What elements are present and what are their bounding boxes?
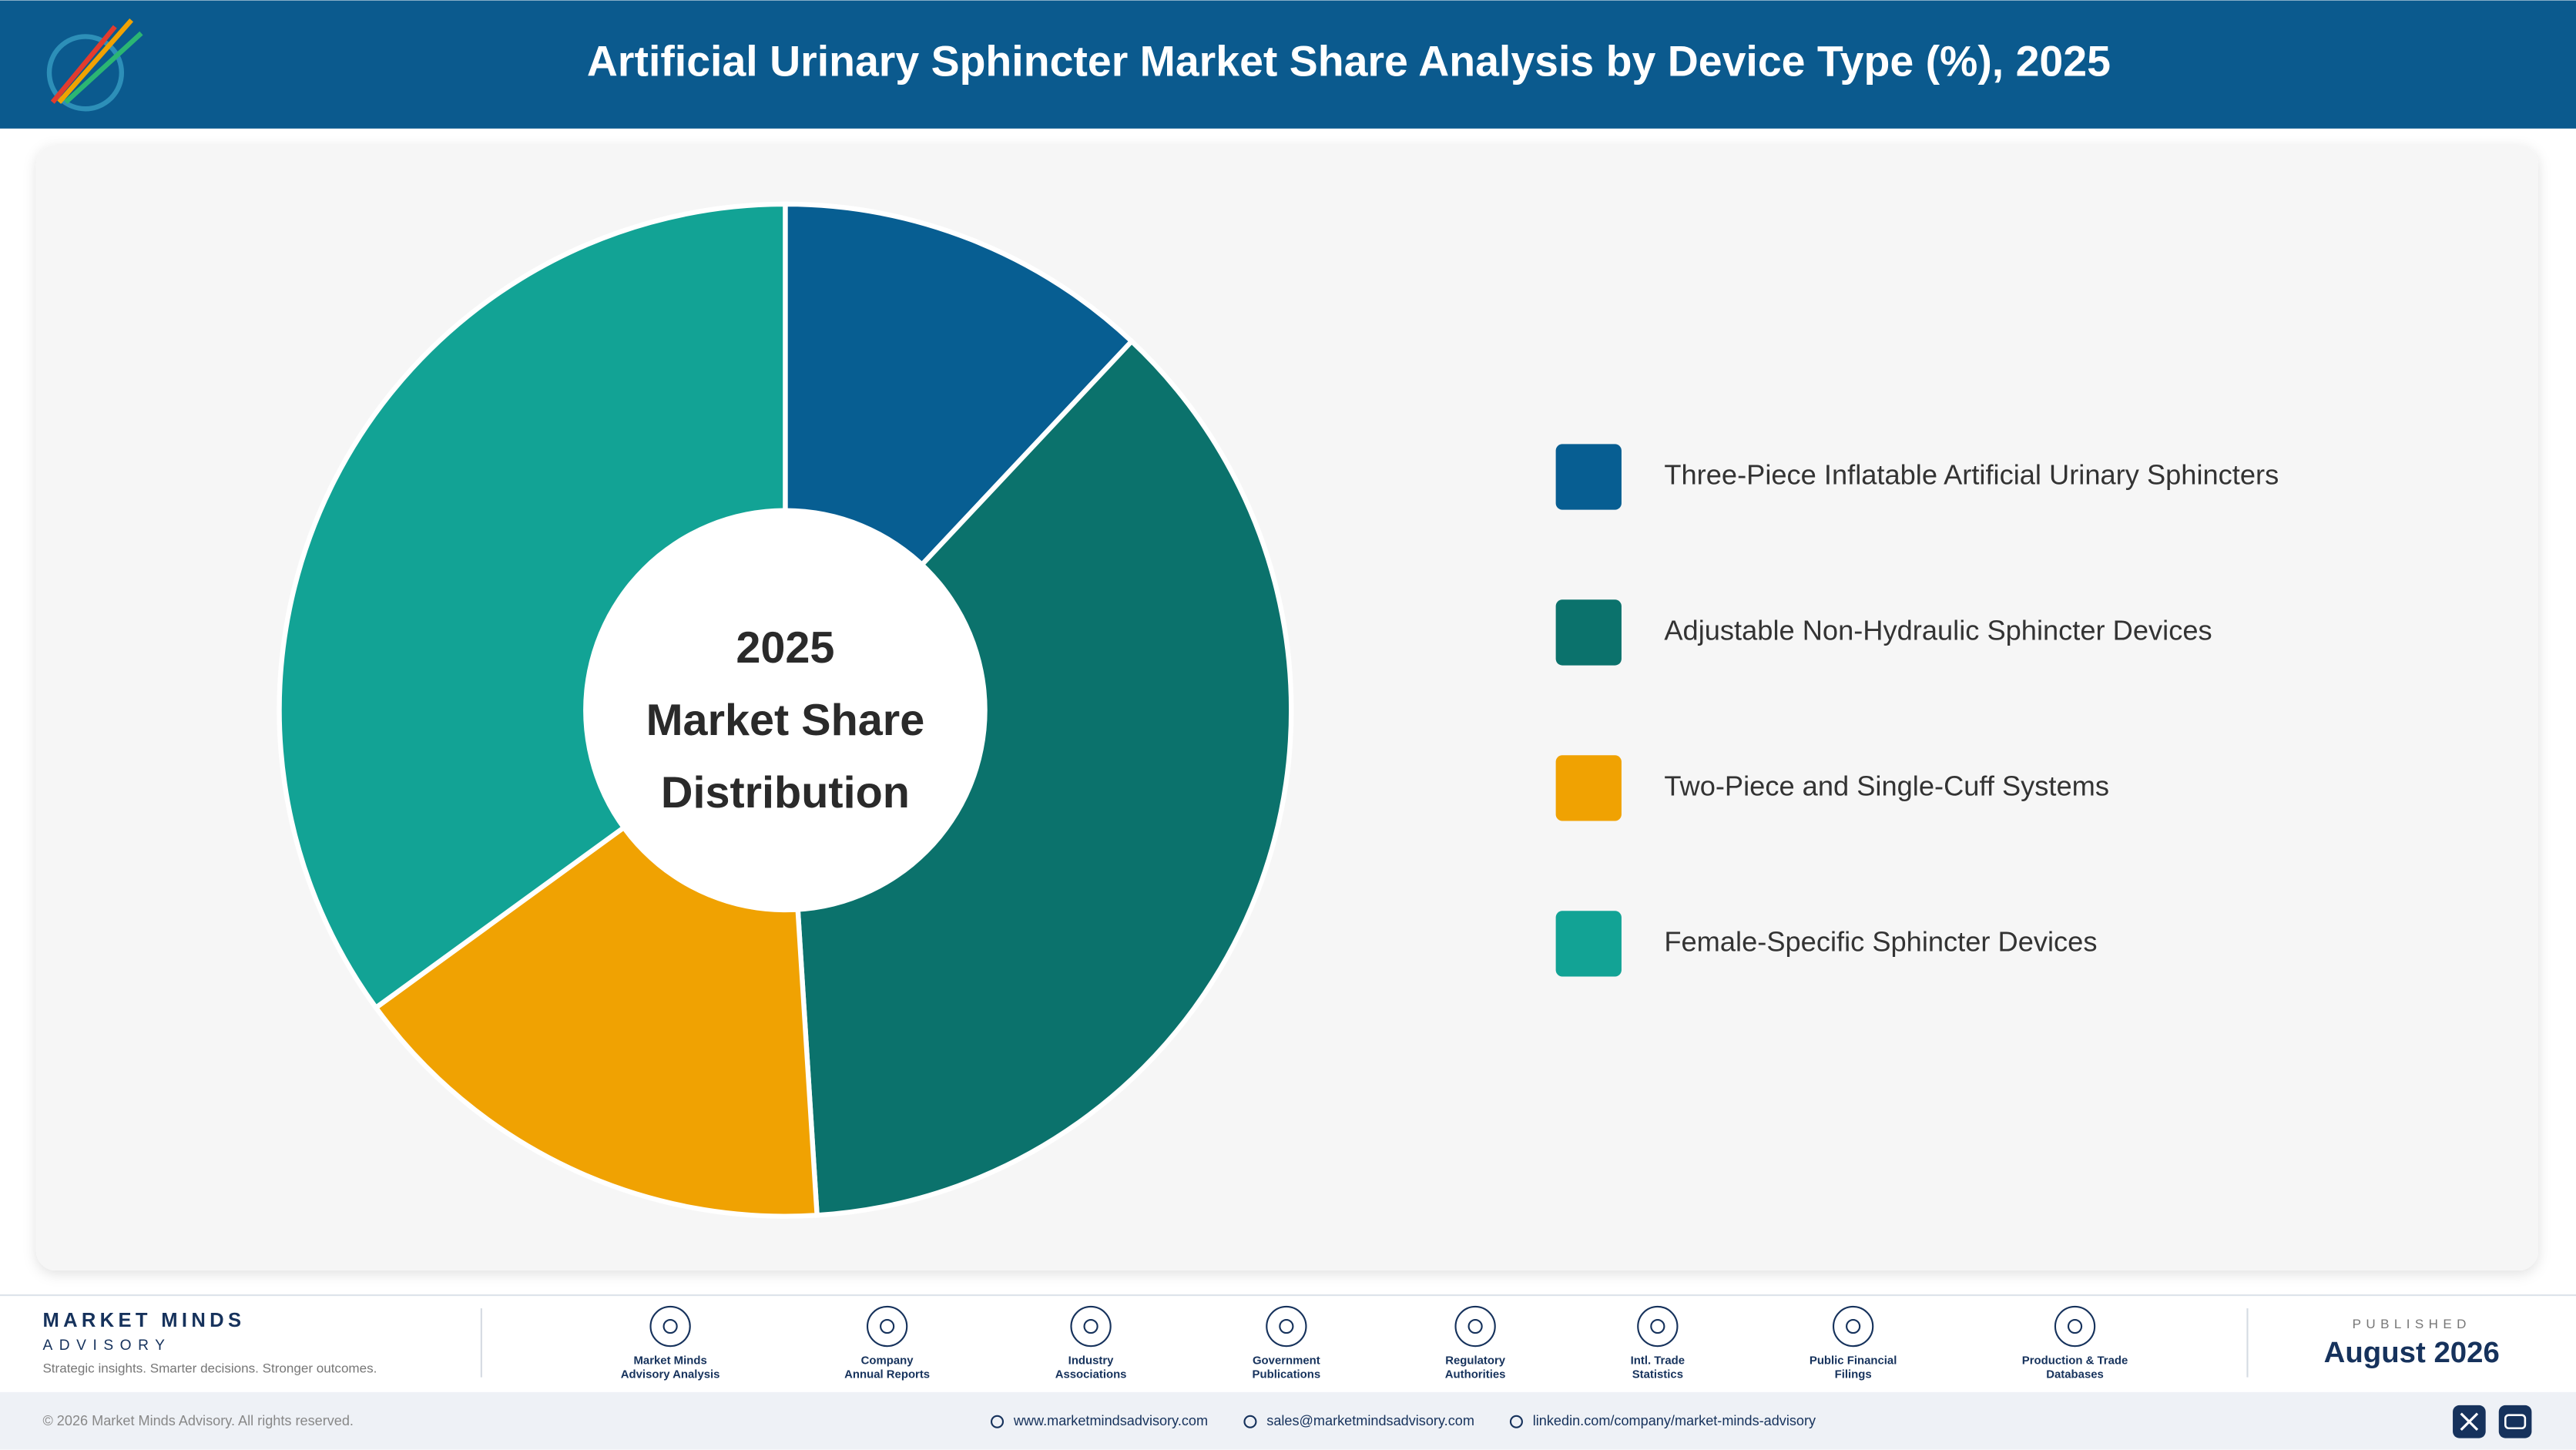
- published-date: August 2026: [2324, 1336, 2500, 1369]
- source-icon: [1637, 1305, 1679, 1348]
- center-label: 2025: [736, 623, 834, 673]
- legend-swatch: [1555, 444, 1622, 510]
- legend-label: Three-Piece Inflatable Artificial Urinar…: [1664, 459, 2279, 491]
- legend-swatch: [1555, 911, 1622, 977]
- legend-swatch: [1555, 599, 1622, 666]
- source-label: Publications: [1253, 1368, 1321, 1381]
- bottom-bar: [0, 1391, 2576, 1450]
- source-label: Regulatory: [1445, 1354, 1506, 1367]
- source-icon: [1454, 1305, 1496, 1348]
- source-icon: [2054, 1305, 2096, 1348]
- source-label: Intl. Trade: [1631, 1354, 1685, 1367]
- links: www.marketmindsadvisory.com sales@marketm…: [990, 1413, 1816, 1428]
- source-icon: [649, 1305, 691, 1348]
- source-icon: [1070, 1305, 1112, 1348]
- source-icon: [1832, 1305, 1874, 1348]
- header-bar: [0, 0, 2576, 129]
- source-label: Industry: [1068, 1354, 1115, 1367]
- legend-swatch: [1555, 755, 1622, 821]
- logo: [46, 18, 143, 112]
- source-label: Advisory Analysis: [621, 1368, 720, 1381]
- source-icon-glyph: [1279, 1318, 1294, 1334]
- source-label: Annual Reports: [844, 1368, 930, 1381]
- source-icon-glyph: [1846, 1318, 1861, 1334]
- source-icon-glyph: [2067, 1318, 2083, 1334]
- link-icon: [990, 1415, 1005, 1428]
- source-label: Government: [1253, 1354, 1320, 1367]
- copyright: © 2026 Market Minds Advisory. All rights…: [42, 1413, 354, 1428]
- source-label: Statistics: [1632, 1368, 1683, 1381]
- source-label: Market Minds: [633, 1354, 706, 1367]
- link[interactable]: linkedin.com/company/market-minds-adviso…: [1533, 1413, 1816, 1428]
- youtube-button[interactable]: [2498, 1405, 2532, 1438]
- center-label: Market Share: [646, 696, 925, 745]
- source-label: Authorities: [1445, 1368, 1506, 1381]
- source-label: Production & Trade: [2022, 1354, 2128, 1367]
- legend: Three-Piece Inflatable Artificial Urinar…: [1555, 444, 2279, 977]
- link[interactable]: www.marketmindsadvisory.com: [1013, 1413, 1208, 1428]
- legend-label: Adjustable Non-Hydraulic Sphincter Devic…: [1664, 615, 2212, 646]
- source-icon-glyph: [880, 1318, 895, 1334]
- published-label: PUBLISHED: [2353, 1317, 2471, 1331]
- link-icon: [1509, 1415, 1523, 1428]
- center-label: Distribution: [661, 768, 910, 817]
- chart-title: Artificial Urinary Sphincter Market Shar…: [587, 37, 2111, 85]
- source-icon: [1266, 1305, 1307, 1348]
- source-icon: [866, 1305, 908, 1348]
- source-label: Databases: [2046, 1368, 2104, 1381]
- source-icon-glyph: [1467, 1318, 1483, 1334]
- source-icon-glyph: [1083, 1318, 1098, 1334]
- youtube-icon: [2504, 1414, 2527, 1430]
- legend-label: Two-Piece and Single-Cuff Systems: [1664, 770, 2109, 801]
- x-icon: [2460, 1412, 2479, 1432]
- source-label: Associations: [1055, 1368, 1127, 1381]
- tagline: Strategic insights. Smarter decisions. S…: [42, 1361, 377, 1376]
- donut-hole: [583, 508, 988, 913]
- source-label: Company: [861, 1354, 914, 1367]
- source-icon-glyph: [1650, 1318, 1665, 1334]
- link-icon: [1243, 1415, 1257, 1428]
- brand: MARKET MINDS: [42, 1310, 245, 1331]
- link[interactable]: sales@marketmindsadvisory.com: [1266, 1413, 1474, 1428]
- legend-label: Female-Specific Sphincter Devices: [1664, 925, 2097, 957]
- source-label: Public Financial: [1810, 1354, 1897, 1367]
- source-label: Filings: [1835, 1368, 1872, 1381]
- brand-sub: ADVISORY: [42, 1338, 171, 1354]
- source-icon-glyph: [662, 1318, 678, 1334]
- slice: [277, 201, 788, 1012]
- slice: [783, 337, 1294, 1218]
